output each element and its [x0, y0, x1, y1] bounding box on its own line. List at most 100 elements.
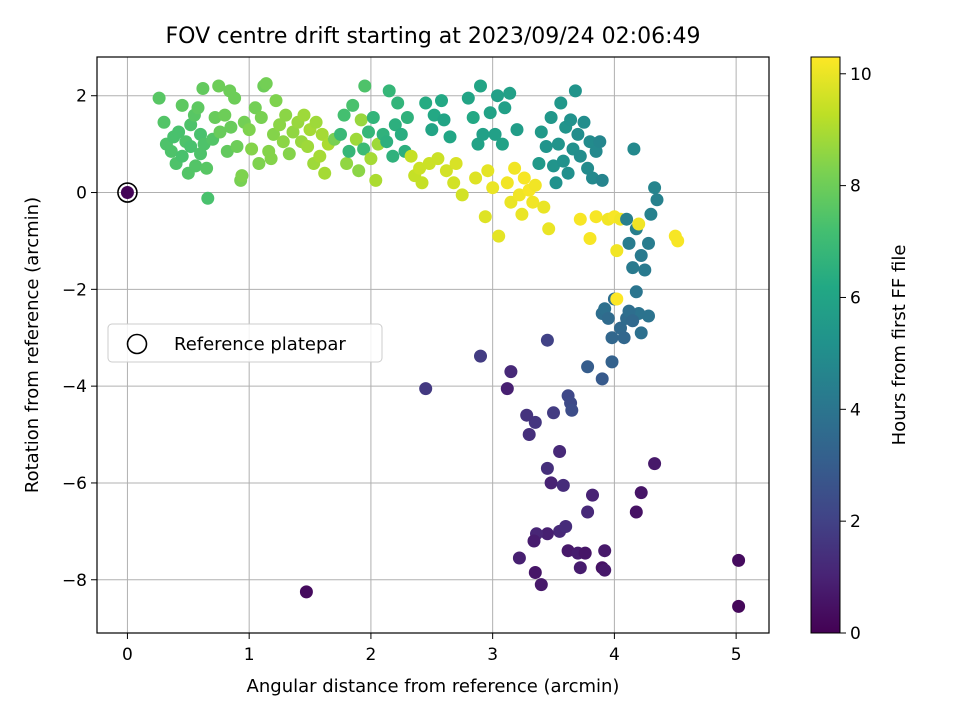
data-point [634, 249, 648, 262]
data-point [297, 108, 311, 122]
data-point [568, 84, 582, 98]
y-tick-label: −6 [62, 474, 87, 494]
data-point [443, 130, 457, 144]
data-point [391, 96, 405, 110]
data-point [488, 127, 502, 141]
data-point [334, 127, 347, 141]
colorbar-tick-label: 0 [850, 624, 861, 644]
data-point [466, 111, 480, 124]
data-point [358, 79, 372, 93]
data-point [534, 125, 548, 139]
data-point [605, 355, 619, 369]
data-point [549, 176, 563, 190]
x-tick-label: 1 [244, 645, 255, 665]
data-point [419, 382, 433, 396]
data-point [598, 563, 612, 577]
data-point [208, 111, 222, 124]
y-tick-label: 2 [76, 87, 87, 107]
x-tick-label: 4 [609, 645, 620, 665]
data-point [455, 188, 469, 202]
data-point [510, 123, 524, 137]
data-point [252, 157, 266, 170]
data-point [230, 140, 244, 153]
data-point [486, 181, 500, 195]
data-point [542, 222, 556, 236]
data-point [620, 212, 634, 226]
data-point [559, 520, 573, 533]
data-point [352, 164, 366, 178]
data-point [595, 372, 609, 386]
data-point [610, 244, 624, 258]
data-point [175, 98, 189, 112]
data-point [172, 125, 186, 139]
data-point [471, 137, 485, 151]
data-point [212, 79, 226, 93]
data-point [382, 84, 396, 98]
data-point [276, 135, 290, 149]
data-point [184, 140, 198, 153]
data-point [634, 326, 648, 340]
data-point [431, 152, 445, 166]
data-point [342, 144, 356, 158]
data-point [220, 144, 234, 158]
data-point [634, 486, 648, 500]
data-point [551, 137, 565, 151]
colorbar-tick-label: 8 [850, 177, 861, 197]
data-point [601, 311, 615, 325]
data-point [164, 144, 178, 158]
data-point [573, 561, 587, 575]
data-point [508, 161, 522, 175]
legend-label-reference: Reference platepar [174, 334, 346, 355]
data-point [394, 127, 408, 141]
data-point [476, 127, 490, 141]
data-point [364, 152, 378, 166]
data-point [369, 173, 383, 187]
data-point [346, 98, 360, 112]
legend-marker-reference [126, 333, 148, 355]
data-point [337, 108, 351, 122]
colorbar-ticks: 0 2 4 6 8 10 [840, 65, 872, 644]
data-point [671, 234, 685, 248]
x-axis-label: Angular distance from reference (arcmin) [247, 676, 620, 697]
data-point [469, 171, 483, 185]
data-point [629, 285, 643, 299]
data-point [478, 210, 492, 224]
y-axis-ticks: 2 0 −2 −4 −6 −8 [62, 87, 97, 591]
data-point [515, 207, 529, 221]
data-point [447, 176, 461, 190]
data-point [213, 125, 227, 139]
data-point [547, 159, 560, 173]
data-point [642, 236, 655, 250]
data-point [581, 360, 595, 374]
data-point [617, 331, 631, 345]
data-point [362, 125, 375, 139]
data-point [626, 314, 640, 328]
data-point [492, 229, 506, 243]
data-point [532, 157, 546, 170]
data-point [732, 553, 746, 567]
data-point [539, 140, 553, 153]
data-point [413, 161, 427, 175]
data-point [301, 140, 315, 153]
x-tick-label: 5 [731, 645, 742, 665]
data-point [267, 127, 280, 141]
data-point [189, 159, 203, 173]
data-point [626, 261, 640, 275]
data-point [581, 505, 595, 519]
data-point [605, 331, 619, 345]
data-point [638, 263, 652, 277]
data-point [259, 77, 273, 91]
data-point [157, 115, 171, 129]
data-point [554, 96, 568, 110]
data-point [553, 445, 567, 458]
data-point [427, 108, 441, 122]
data-point [547, 406, 560, 420]
data-point [449, 157, 463, 170]
data-point [540, 333, 554, 347]
data-point [437, 113, 451, 127]
data-point [504, 365, 518, 379]
data-point [528, 178, 542, 192]
data-point [517, 171, 531, 185]
data-point [500, 382, 514, 396]
